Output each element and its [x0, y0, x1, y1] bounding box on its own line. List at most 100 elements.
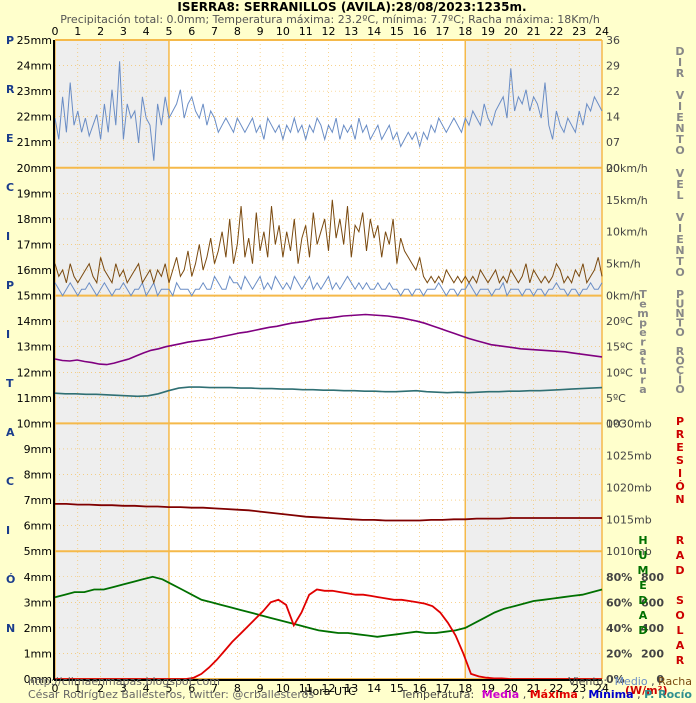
side-label-temp: Temperatura [637, 288, 648, 396]
x-tick-bottom: 9 [257, 682, 264, 695]
x-tick-top: 5 [165, 25, 172, 38]
chart-title: ISERRA8: SERRANILLOS (AVILA):28/08/2023:… [177, 0, 526, 14]
y-tick-left: 25mm [17, 34, 52, 47]
series-wind-direction [54, 61, 603, 161]
x-tick-top: 4 [143, 25, 150, 38]
credits-author: César Rodríguez Ballesteros, twitter: @c… [28, 688, 314, 701]
side-label-letter: m [637, 307, 648, 320]
x-tick-bottom: 2 [97, 682, 104, 695]
series [54, 61, 603, 680]
x-tick-top: 13 [344, 25, 358, 38]
rad-unit-label: (W/m²) [625, 684, 668, 697]
x-tick-top: 8 [234, 25, 241, 38]
x-tick-top: 2 [97, 25, 104, 38]
y-tick-left: 17mm [17, 238, 52, 251]
side-label-letter: T [639, 288, 647, 301]
y-tick-left: 14mm [17, 315, 52, 328]
side-label-letter: O [675, 355, 684, 368]
y-tick-right-dir: 36 [606, 34, 620, 47]
side-label-letter: I [678, 100, 682, 113]
side-label-letter: L [676, 189, 683, 202]
side-label-letter: A [639, 609, 648, 622]
y-tick-left: 0mm [24, 673, 52, 686]
side-label-letter: I [678, 56, 682, 69]
y-tick-right-humidity: 20% [606, 647, 632, 660]
y-tick-right-temp: 10ºC [606, 366, 633, 379]
y-tick-left: 4mm [24, 571, 52, 584]
x-tick-bottom: 15 [390, 682, 404, 695]
side-label-letter: R [676, 428, 685, 441]
side-label-letter: N [675, 493, 684, 506]
x-tick-top: 21 [527, 25, 541, 38]
y-tick-right-radiation: 200 [641, 647, 664, 660]
side-label-letter: t [640, 355, 645, 368]
y-tick-left: 7mm [24, 494, 52, 507]
x-tick-bottom: 23 [572, 682, 586, 695]
y-axis-label-letter: E [6, 132, 14, 145]
x-tick-top: 3 [120, 25, 127, 38]
side-label-letter: D [675, 564, 684, 577]
x-tick-top: 14 [367, 25, 381, 38]
y-tick-left: 12mm [17, 366, 52, 379]
side-label-letter: L [676, 624, 683, 637]
y-tick-right-dir: 14 [606, 111, 620, 124]
x-tick-bottom: 14 [367, 682, 381, 695]
x-tick-bottom: 4 [143, 682, 150, 695]
x-tick-top: 17 [435, 25, 449, 38]
side-label-letter: T [676, 255, 684, 268]
x-tick-top: 1 [74, 25, 81, 38]
x-tick-bottom: 10 [276, 682, 290, 695]
y-tick-right-temp: 5ºC [606, 392, 626, 405]
series-humidity [54, 575, 603, 638]
y-tick-right-pressure: 1010mb [606, 545, 652, 558]
x-tick-bottom: 21 [527, 682, 541, 695]
chart-subtitle: Precipitación total: 0.0mm; Temperatura … [60, 13, 600, 26]
y-tick-right-radiation: 400 [641, 622, 664, 635]
y-tick-left: 8mm [24, 469, 52, 482]
y-tick-left: 18mm [17, 213, 52, 226]
y-axis-label-letter: C [6, 181, 14, 194]
side-label-letter: E [676, 441, 684, 454]
y-axis-label-letter: R [6, 83, 15, 96]
side-label-letter: N [675, 307, 684, 320]
side-label-letter: V [676, 167, 685, 180]
legend-item-minima: Mínima [588, 688, 633, 701]
legend-item-medio: Medio [615, 675, 648, 688]
x-tick-bottom: 6 [188, 682, 195, 695]
legend-item-racha: Racha [658, 675, 692, 688]
x-tick-top: 24 [595, 25, 609, 38]
y-axis-label-letter: I [6, 328, 10, 341]
side-label-letter: R [676, 534, 685, 547]
side-label-letter: I [678, 467, 682, 480]
x-tick-bottom: 13 [344, 682, 358, 695]
x-tick-bottom: 24 [595, 682, 609, 695]
x-tick-bottom: 22 [549, 682, 563, 695]
side-label-letter: D [675, 45, 684, 58]
legend-temp-prefix: Temperatura: [400, 688, 475, 701]
x-tick-top: 22 [549, 25, 563, 38]
side-label-letter: r [640, 374, 646, 387]
y-tick-right-radiation: 0 [656, 673, 664, 686]
night-shade-evening [465, 40, 602, 679]
x-tick-bottom: 19 [481, 682, 495, 695]
x-tick-top: 11 [299, 25, 313, 38]
gridlines [54, 39, 603, 680]
y-tick-left: 2mm [24, 622, 52, 635]
x-axis-label: Hora UTC [304, 685, 356, 698]
x-tick-top: 19 [481, 25, 495, 38]
y-tick-right-pressure: 1020mb [606, 481, 652, 494]
x-tick-top: 0 [52, 25, 59, 38]
series-temp-media [54, 313, 603, 366]
y-tick-right-humidity: 40% [606, 622, 632, 635]
y-tick-left: 20mm [17, 162, 52, 175]
x-tick-bottom: 5 [165, 682, 172, 695]
y-axis-label-letter: I [6, 524, 10, 537]
axes: 0011223344556677889910101111121213131414… [6, 25, 685, 697]
legend-item-maxima: Máxima [530, 688, 578, 701]
y-tick-left: 1mm [24, 647, 52, 660]
series-pressure [55, 502, 602, 522]
side-label-letter: p [639, 317, 647, 330]
